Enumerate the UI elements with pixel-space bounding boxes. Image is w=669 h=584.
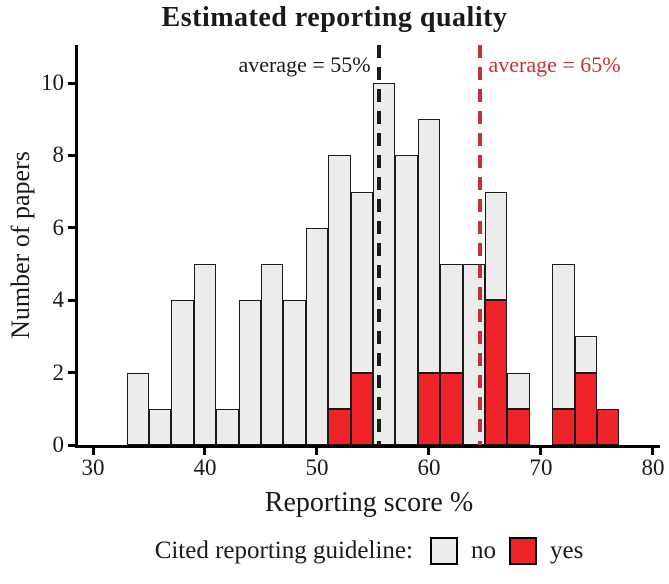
- x-axis-line: [75, 445, 660, 448]
- bar-segment-no: [126, 372, 149, 445]
- x-tick-label: 50: [305, 455, 329, 480]
- y-axis-line: [75, 45, 78, 448]
- y-tick-label: 0: [52, 432, 65, 457]
- bar-segment-no: [574, 336, 597, 373]
- bar-segment-yes: [417, 372, 441, 445]
- chart-title: Estimated reporting quality: [161, 2, 508, 33]
- legend: Cited reporting guideline: no yes: [78, 534, 660, 568]
- x-tick-label: 30: [81, 455, 105, 480]
- x-tick-label: 70: [529, 455, 553, 480]
- bar-segment-yes: [552, 408, 575, 445]
- y-tick-label: 4: [52, 287, 65, 313]
- bar-segment-yes: [328, 408, 351, 445]
- bar-segment-no: [350, 191, 373, 373]
- bar-segment-no: [216, 408, 239, 445]
- bar-segment-yes: [574, 372, 597, 445]
- y-tick: [68, 226, 75, 230]
- x-tick: [539, 448, 543, 455]
- bar-segment-no: [171, 300, 194, 445]
- bar-segment-no: [507, 372, 530, 409]
- legend-swatch-yes: [508, 537, 537, 565]
- bar-segment-no: [149, 408, 172, 445]
- x-axis-title: Reporting score %: [264, 487, 474, 518]
- bar-segment-no: [283, 300, 306, 445]
- bar-segment-no: [193, 264, 217, 445]
- x-tick: [203, 448, 207, 455]
- x-tick-label: 40: [193, 455, 217, 480]
- bar-segment-no: [484, 191, 508, 301]
- average-annotation: average = 65%: [488, 52, 621, 77]
- average-line: [376, 45, 381, 445]
- bar-segment-no: [238, 300, 261, 445]
- bar-segment-no: [395, 155, 418, 445]
- x-tick: [651, 448, 655, 455]
- bar-segment-yes: [350, 372, 373, 445]
- bar-segment-no: [440, 264, 463, 373]
- bar-segment-no: [552, 264, 575, 409]
- bar-segment-yes: [440, 372, 463, 445]
- bar-segment-no: [260, 264, 284, 445]
- y-tick: [68, 371, 75, 375]
- average-line: [478, 45, 483, 445]
- bar-segment-no: [417, 119, 441, 373]
- x-tick: [427, 448, 431, 455]
- y-tick-label: 10: [41, 70, 64, 95]
- x-tick: [91, 448, 95, 455]
- x-tick-label: 60: [417, 455, 441, 480]
- y-tick-label: 8: [52, 142, 65, 168]
- y-tick: [68, 443, 75, 447]
- average-annotation: average = 55%: [238, 52, 371, 77]
- plot-area: 30 40 50 60 70 80 0 2 4 6 8 10 average = 55% average …: [41, 45, 664, 480]
- legend-label-no: no: [470, 537, 496, 564]
- legend-swatch-no: [429, 537, 458, 565]
- bar-segment-yes: [596, 408, 620, 445]
- y-tick-label: 2: [52, 359, 65, 385]
- bar-segment-no: [328, 155, 351, 409]
- bar-segment-yes: [507, 408, 530, 445]
- x-tick-label: 80: [641, 455, 665, 480]
- y-tick: [68, 298, 75, 302]
- y-tick-label: 6: [52, 214, 65, 240]
- bar-segment-no: [305, 227, 329, 445]
- legend-label-yes: yes: [549, 537, 584, 564]
- x-tick: [315, 448, 319, 455]
- bar-segment-yes: [484, 300, 508, 445]
- y-tick: [68, 81, 75, 85]
- y-tick: [68, 153, 75, 157]
- legend-title: Cited reporting guideline:: [154, 537, 413, 564]
